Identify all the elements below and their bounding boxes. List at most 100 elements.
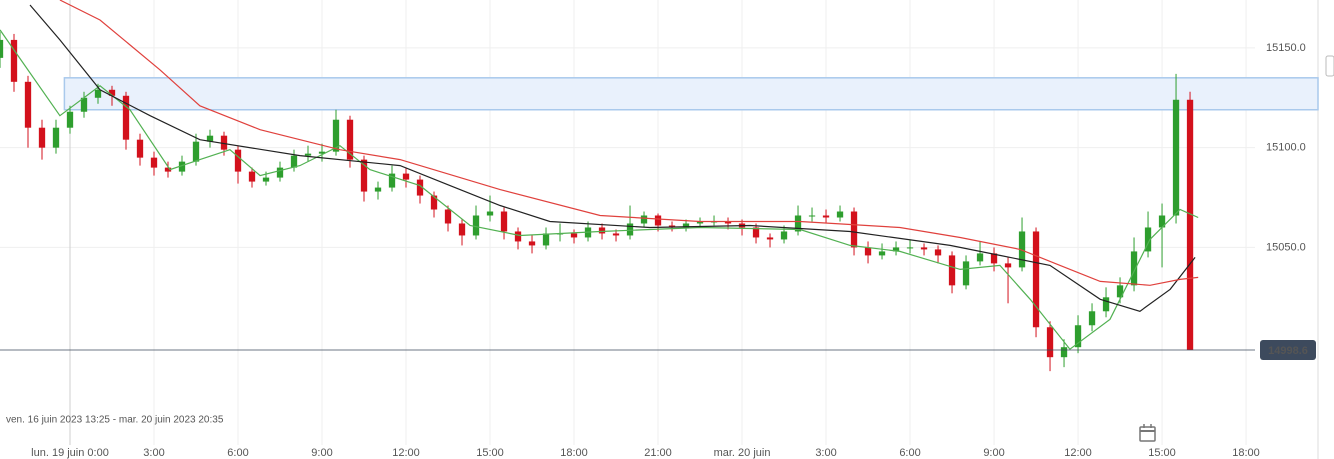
candle-body <box>318 151 326 154</box>
candle-body <box>640 215 648 224</box>
candle-body <box>178 161 186 172</box>
candle-body <box>122 95 130 140</box>
candle-body <box>374 187 382 192</box>
y-tick-label: 15100.0 <box>1266 142 1306 154</box>
candle-body <box>780 231 788 240</box>
candle-body <box>878 251 886 256</box>
candle-body <box>850 211 858 248</box>
x-tick-label: 6:00 <box>899 447 920 459</box>
candle-body <box>1186 99 1194 350</box>
candle-body <box>192 141 200 162</box>
x-tick-label: 3:00 <box>143 447 164 459</box>
candle-body <box>598 227 606 234</box>
candle-body <box>948 255 956 286</box>
candle-body <box>682 223 690 228</box>
moving-average <box>0 29 1199 351</box>
candle-body <box>1144 227 1152 252</box>
x-tick-label: 18:00 <box>1232 447 1260 459</box>
candle-body <box>1116 285 1124 298</box>
last-price-label: 14998.6 <box>1268 345 1308 357</box>
candle-body <box>864 247 872 256</box>
x-tick-label: mar. 20 juin <box>714 447 771 459</box>
candle-body <box>108 89 116 96</box>
candle-body <box>1102 297 1110 312</box>
candle-body <box>654 215 662 226</box>
candle-body <box>892 247 900 252</box>
candle-body <box>990 253 998 264</box>
candle-body <box>458 223 466 236</box>
candle-body <box>626 223 634 236</box>
candle-body <box>346 119 354 160</box>
candle-body <box>500 211 508 232</box>
candle-body <box>136 139 144 158</box>
candle-body <box>402 173 410 180</box>
candle-body <box>836 211 844 218</box>
price-zone <box>63 77 1319 111</box>
moving-average <box>59 0 1199 286</box>
candle-body <box>1046 327 1054 358</box>
y-tick-label: 15150.0 <box>1266 42 1306 54</box>
candle-body <box>290 155 298 168</box>
candle-body <box>1032 231 1040 328</box>
candle-body <box>262 177 270 182</box>
x-tick-label: lun. 19 juin 0:00 <box>31 447 109 459</box>
candle-body <box>1158 215 1166 228</box>
candle-body <box>1004 263 1012 268</box>
moving-average <box>29 4 1196 312</box>
candle-body <box>430 195 438 210</box>
candle-body <box>1060 347 1068 358</box>
candle-body <box>24 81 32 128</box>
x-tick-label: 12:00 <box>1064 447 1092 459</box>
candle-body <box>1130 251 1138 286</box>
range-label: ven. 16 juin 2023 13:25 - mar. 20 juin 2… <box>6 415 224 426</box>
grid <box>0 0 1255 445</box>
candle-body <box>934 249 942 256</box>
y-tick-label: 15050.0 <box>1266 241 1306 253</box>
candle-body <box>164 167 172 172</box>
candle-body <box>486 211 494 216</box>
x-tick-label: 3:00 <box>815 447 836 459</box>
candle-body <box>724 221 732 224</box>
candle-body <box>822 215 830 218</box>
x-tick-label: 15:00 <box>1148 447 1176 459</box>
x-tick-label: 18:00 <box>560 447 588 459</box>
candle-body <box>248 171 256 182</box>
candle-body <box>150 157 158 168</box>
candle-body <box>66 111 74 128</box>
candle-body <box>234 149 242 172</box>
candle-body <box>220 135 228 150</box>
candle-body <box>962 261 970 286</box>
candle-body <box>388 173 396 188</box>
candle-body <box>514 231 522 242</box>
candle-body <box>444 209 452 224</box>
candle-body <box>332 119 340 152</box>
candle-body <box>10 39 18 82</box>
x-tick-label: 6:00 <box>227 447 248 459</box>
candle-body <box>794 215 802 232</box>
candle-body <box>1088 311 1096 326</box>
candle-body <box>808 215 816 217</box>
candle-body <box>416 179 424 196</box>
candle-body <box>1172 99 1180 216</box>
x-tick-label: 21:00 <box>644 447 672 459</box>
candle-body <box>570 233 578 238</box>
candle-body <box>906 247 914 249</box>
candle-body <box>360 159 368 192</box>
candle-body <box>696 221 704 224</box>
candle-body <box>920 247 928 250</box>
candle-body <box>206 135 214 142</box>
candle-body <box>752 227 760 238</box>
calendar-icon[interactable] <box>1139 424 1156 442</box>
candle-body <box>276 167 284 178</box>
candle-body <box>304 153 312 156</box>
x-tick-label: 9:00 <box>311 447 332 459</box>
candle-body <box>52 127 60 148</box>
candle-body <box>0 39 4 58</box>
candle-body <box>472 215 480 236</box>
candle-body <box>976 253 984 262</box>
candle-body <box>528 241 536 246</box>
candle-body <box>38 127 46 148</box>
panel-toggle[interactable] <box>1325 55 1334 77</box>
